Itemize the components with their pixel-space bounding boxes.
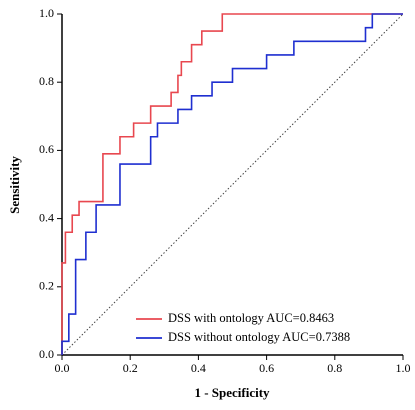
legend-label: DSS without ontology AUC=0.7388 [168, 330, 350, 344]
y-tick-label: 0.8 [39, 74, 54, 88]
y-tick-label: 0.2 [39, 279, 54, 293]
x-tick-label: 0.6 [259, 361, 274, 375]
x-tick-label: 1.0 [396, 361, 411, 375]
y-axis-label: Sensitivity [7, 156, 22, 214]
x-tick-label: 0.0 [55, 361, 70, 375]
x-tick-label: 0.4 [191, 361, 206, 375]
roc-line [61, 13, 403, 355]
y-tick-label: 0.0 [39, 347, 54, 361]
reference-diagonal [61, 13, 404, 356]
legend-label: DSS with ontology AUC=0.8463 [168, 311, 334, 325]
x-axis-label: 1 - Specificity [194, 385, 270, 400]
y-tick-label: 0.6 [39, 142, 54, 156]
roc-line [61, 13, 403, 355]
x-tick-label: 0.8 [327, 361, 342, 375]
x-tick-label: 0.2 [123, 361, 138, 375]
y-tick-label: 0.4 [39, 210, 54, 224]
y-tick-label: 1.0 [39, 6, 54, 20]
